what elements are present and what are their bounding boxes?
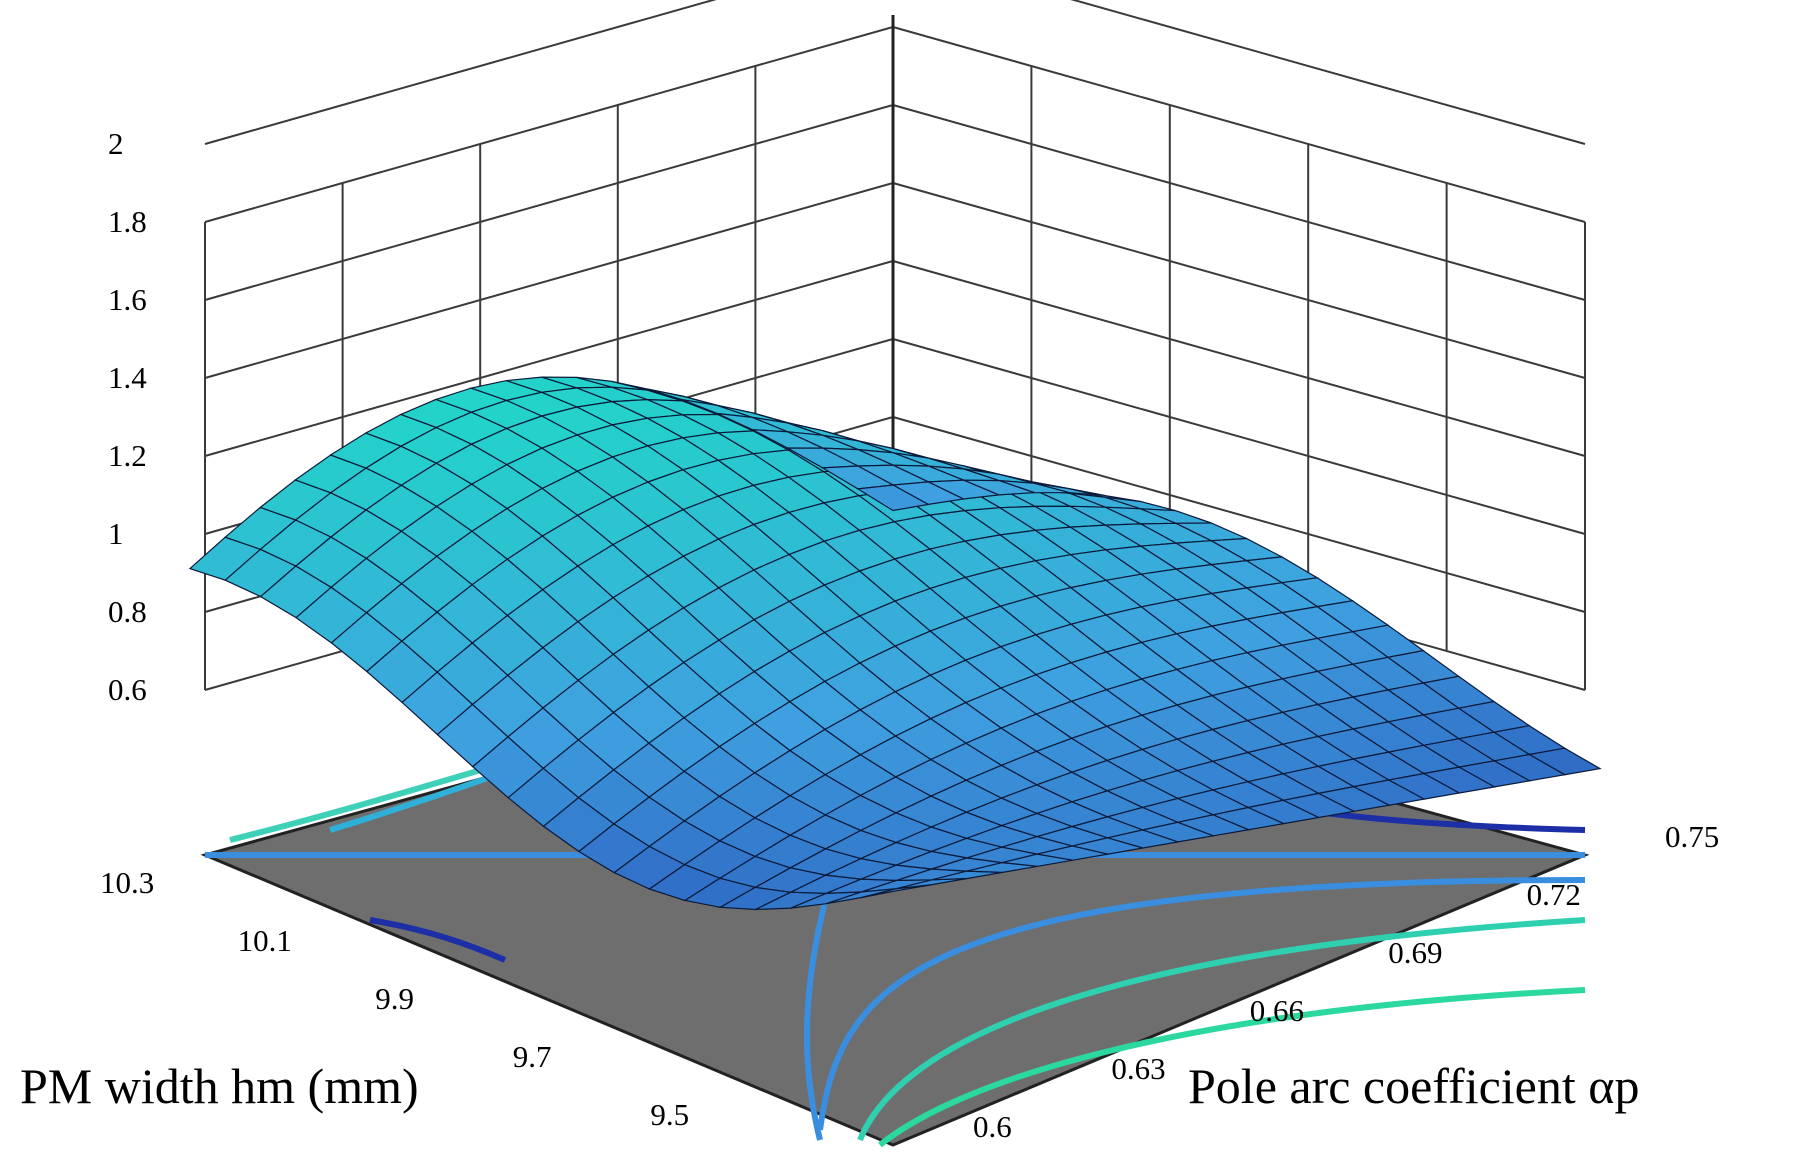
contour-line — [878, 987, 1586, 1148]
y-tick-label: 0.75 — [1665, 819, 1719, 854]
contour-line — [817, 877, 1586, 1131]
x-tick-label: 9.9 — [375, 981, 414, 1016]
x-tick-label: 10.3 — [100, 865, 154, 900]
y-tick-label: 0.66 — [1250, 993, 1304, 1028]
z-tick-label: 0.6 — [108, 672, 147, 707]
z-tick-label: 0.8 — [108, 594, 147, 629]
wall-grid-line — [892, 260, 1586, 457]
y-tick-label: 0.69 — [1388, 935, 1442, 970]
wall-grid-line — [892, 104, 1586, 301]
x-tick-label: 9.7 — [513, 1039, 552, 1074]
axes: 10.310.19.99.79.59.30.60.630.660.690.720… — [100, 819, 1719, 1156]
z-tick-label: 1.6 — [108, 282, 147, 317]
response-surface — [188, 376, 1602, 911]
wall-grid-line — [204, 104, 894, 301]
wall-grid-line — [204, 26, 894, 223]
z-tick-label: 2 — [108, 126, 124, 161]
contour-line — [857, 917, 1586, 1142]
y-tick-label: 0.6 — [973, 1109, 1012, 1144]
surface-facet — [1527, 747, 1602, 776]
z-tick-label: 1.4 — [108, 360, 147, 395]
z-tick-label: 1.8 — [108, 204, 147, 239]
x-tick-label: 9.5 — [650, 1097, 689, 1132]
y-tick-label: 0.63 — [1111, 1051, 1165, 1086]
wall-grid-line — [204, 0, 717, 145]
wall-grid-line — [204, 260, 894, 457]
y-axis-title: Pole arc coefficient αp — [1188, 1058, 1639, 1114]
contour-line — [369, 917, 507, 963]
wall-grid-line — [1070, 0, 1586, 145]
wall-grid-line — [204, 182, 894, 379]
wall-grid-line — [892, 338, 1586, 535]
wall-grid-line — [892, 182, 1586, 379]
wall-grid-line — [892, 26, 1586, 223]
x-tick-label: 10.1 — [238, 923, 292, 958]
y-tick-label: 0.72 — [1527, 877, 1581, 912]
z-tick-label: 1.2 — [108, 438, 147, 473]
z-tick-label: 1 — [108, 516, 124, 551]
x-axis-title: PM width hm (mm) — [20, 1058, 419, 1114]
wall-grid-line — [892, 416, 1586, 613]
